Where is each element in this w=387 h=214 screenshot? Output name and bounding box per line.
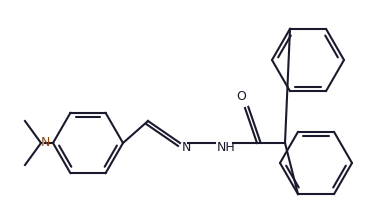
- Text: N: N: [182, 141, 192, 154]
- Text: NH: NH: [217, 141, 236, 154]
- Text: O: O: [236, 90, 246, 103]
- Text: N: N: [40, 137, 50, 150]
